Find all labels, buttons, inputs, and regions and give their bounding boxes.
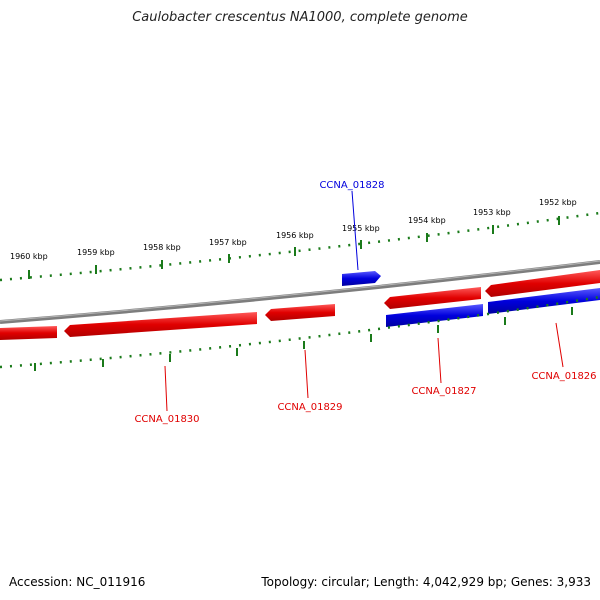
gene-arrow: [386, 304, 483, 327]
gene-arrow: [384, 287, 481, 309]
ruler-label: 1956 kbp: [276, 231, 314, 240]
gene-arrow: [485, 270, 600, 297]
ruler-tick: [437, 325, 439, 333]
gene-arrow: [265, 304, 335, 321]
gene-arrow: [0, 326, 57, 340]
forward-strand-genes: [342, 271, 600, 327]
ruler-tick: [360, 240, 362, 249]
ruler-tick: [571, 307, 573, 315]
ruler-tick: [34, 363, 36, 371]
gene-label: CCNA_01829: [277, 402, 342, 413]
gene-arrow: [488, 288, 600, 314]
ruler-label: 1952 kbp: [539, 198, 577, 207]
gene-label: CCNA_01826: [531, 371, 596, 382]
ruler-label: 1955 kbp: [342, 224, 380, 233]
gene-label: CCNA_01830: [134, 414, 199, 425]
outer-ruler: [0, 211, 600, 282]
map-title: Caulobacter crescentus NA1000, complete …: [132, 10, 468, 25]
accession-text: Accession: NC_011916: [9, 575, 146, 589]
ruler-tick: [161, 260, 163, 269]
ruler-tick: [558, 216, 560, 225]
gene-arrow: [342, 271, 381, 286]
ruler-tick: [169, 354, 171, 362]
reverse-strand-genes: [0, 270, 600, 340]
ruler-tick: [236, 348, 238, 356]
ruler-label: 1960 kbp: [10, 252, 48, 261]
ruler-tick: [95, 265, 97, 274]
gene-arrow: [64, 312, 257, 337]
ruler-tick: [303, 341, 305, 349]
ruler-label: 1957 kbp: [209, 238, 247, 247]
ruler-tick: [492, 225, 494, 234]
ruler-tick: [370, 334, 372, 342]
ruler-label: 1958 kbp: [143, 243, 181, 252]
ruler-tick: [102, 359, 104, 367]
ruler-label: 1954 kbp: [408, 216, 446, 225]
ruler-tick: [504, 317, 506, 325]
ruler-tick: [426, 233, 428, 242]
ruler-tick: [294, 247, 296, 256]
ruler-tick: [228, 254, 230, 263]
gene-label: CCNA_01827: [411, 386, 476, 397]
label-connectors: [164, 190, 564, 412]
inner-ruler: [0, 295, 600, 371]
gene-label: CCNA_01828: [319, 180, 384, 191]
genome-backbone: [0, 260, 600, 324]
ruler-tick: [28, 270, 30, 279]
ruler-label: 1953 kbp: [473, 208, 511, 217]
genome-summary-text: Topology: circular; Length: 4,042,929 bp…: [261, 575, 591, 589]
ruler-label: 1959 kbp: [77, 248, 115, 257]
